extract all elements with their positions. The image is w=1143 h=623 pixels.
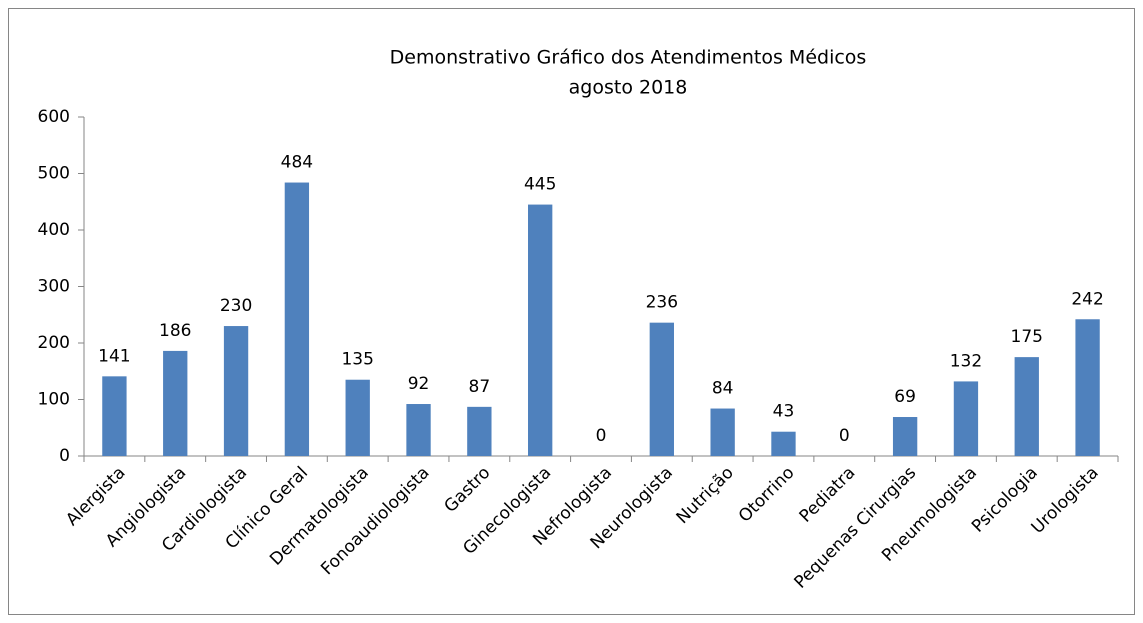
data-label: 236 (646, 293, 678, 313)
y-tick-label: 200 (38, 333, 70, 353)
bar (892, 417, 918, 456)
data-label: 84 (712, 379, 734, 399)
data-label: 87 (469, 377, 491, 397)
data-label: 92 (408, 374, 430, 394)
y-tick-label: 500 (38, 164, 70, 184)
y-tick-label: 600 (38, 107, 70, 127)
bar (771, 431, 796, 456)
data-label: 135 (341, 350, 373, 370)
bar (1014, 357, 1039, 456)
bar (467, 406, 492, 456)
bar (163, 350, 188, 456)
y-tick-label: 300 (38, 277, 70, 297)
bar (223, 326, 249, 456)
data-label: 445 (524, 175, 556, 195)
chart-title: Demonstrativo Gráfico dos Atendimentos M… (390, 47, 867, 69)
data-label: 242 (1071, 289, 1103, 309)
data-label: 186 (159, 321, 191, 341)
chart-subtitle: agosto 2018 (569, 77, 688, 99)
bar (406, 404, 431, 456)
y-tick-label: 400 (38, 220, 70, 240)
data-label: 0 (596, 426, 607, 446)
data-label: 69 (894, 387, 916, 407)
chart-frame (8, 8, 1135, 615)
data-label: 175 (1011, 327, 1043, 347)
bar (284, 182, 310, 457)
bar (102, 376, 127, 456)
data-label: 43 (773, 402, 795, 422)
y-tick-label: 100 (38, 390, 70, 410)
bar (649, 322, 674, 456)
bar (528, 204, 553, 456)
bar (1075, 319, 1100, 456)
data-label: 484 (281, 153, 313, 173)
data-label: 0 (839, 426, 850, 446)
bar (345, 379, 370, 456)
data-label: 132 (950, 351, 982, 371)
bar (953, 381, 979, 456)
data-label: 230 (220, 296, 252, 316)
bar (710, 408, 735, 456)
y-tick-label: 0 (59, 446, 70, 466)
data-label: 141 (98, 346, 130, 366)
